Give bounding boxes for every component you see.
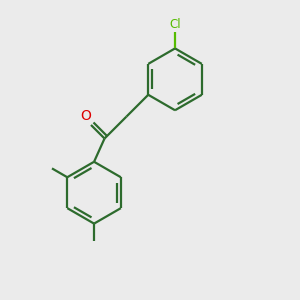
Text: Cl: Cl	[169, 18, 181, 31]
Text: O: O	[80, 109, 91, 123]
